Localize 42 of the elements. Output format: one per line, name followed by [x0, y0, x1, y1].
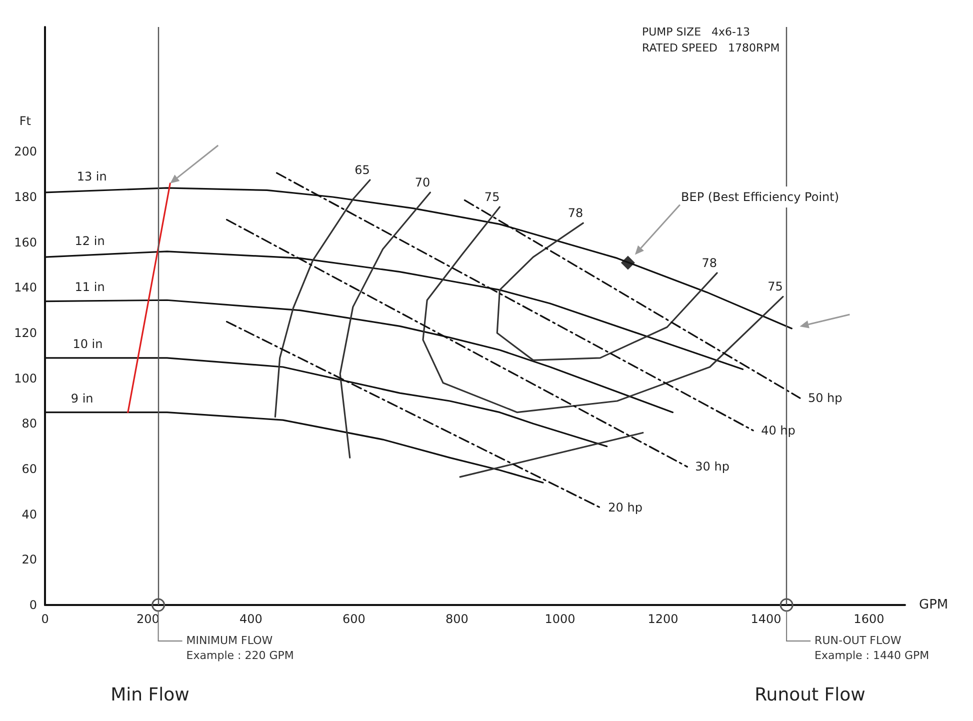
- annotation: 30 hp: [695, 460, 730, 474]
- x-tick-label: 200: [136, 612, 160, 626]
- y-tick-label: 60: [22, 462, 37, 476]
- annotation: 70: [414, 175, 430, 190]
- y-tick-label: 20: [22, 552, 37, 567]
- y-tick-label: 40: [22, 507, 37, 522]
- y-tick-label: 200: [14, 144, 37, 159]
- text: Runout Flow: [754, 684, 866, 706]
- annotation: PUMP SIZE 4x6-13 RATED SPEED 1780RPM: [642, 26, 780, 54]
- y-tick-label: 0: [29, 598, 37, 612]
- x-tick-label: 1600: [854, 612, 884, 626]
- x-tick-label: 400: [240, 612, 262, 626]
- ref-line-label: RUN-OUT FLOW Example : 1440 GPM: [814, 634, 930, 662]
- annotation: 65: [354, 163, 370, 177]
- x-tick-label: 0: [41, 612, 49, 626]
- annotation: 10 in: [72, 336, 103, 351]
- annotation: 75: [484, 190, 500, 204]
- x-tick-label: 800: [446, 612, 468, 626]
- x-tick-label: 1000: [544, 612, 576, 626]
- ref-line-label: MINIMUM FLOW Example : 220 GPM: [186, 634, 294, 662]
- x-tick-label: 1200: [648, 612, 678, 626]
- text: Min Flow: [110, 684, 190, 706]
- annotation: 13 in: [76, 170, 107, 184]
- x-tick-label: 1400: [750, 612, 782, 626]
- y-tick-label: 180: [14, 190, 37, 204]
- x-tick-label: 600: [342, 612, 366, 626]
- y-axis-title: Ft: [19, 114, 32, 128]
- annotation: 9 in: [70, 391, 94, 406]
- annotation: 11 in: [74, 280, 105, 294]
- annotation: BEP (Best Efficiency Point): [681, 190, 840, 204]
- y-tick-label: 120: [14, 326, 37, 340]
- annotation: 12 in: [74, 234, 105, 248]
- annotation: 78: [702, 256, 718, 270]
- annotation: 50 hp: [808, 391, 842, 406]
- y-tick-label: 80: [22, 416, 37, 431]
- annotation: 78: [568, 206, 584, 220]
- x-axis-title: GPM: [919, 598, 948, 612]
- y-tick-label: 100: [14, 371, 37, 386]
- y-tick-label: 160: [14, 235, 37, 250]
- annotation: 75: [768, 280, 783, 294]
- annotation: 20 hp: [608, 500, 642, 515]
- y-tick-label: 140: [14, 280, 37, 295]
